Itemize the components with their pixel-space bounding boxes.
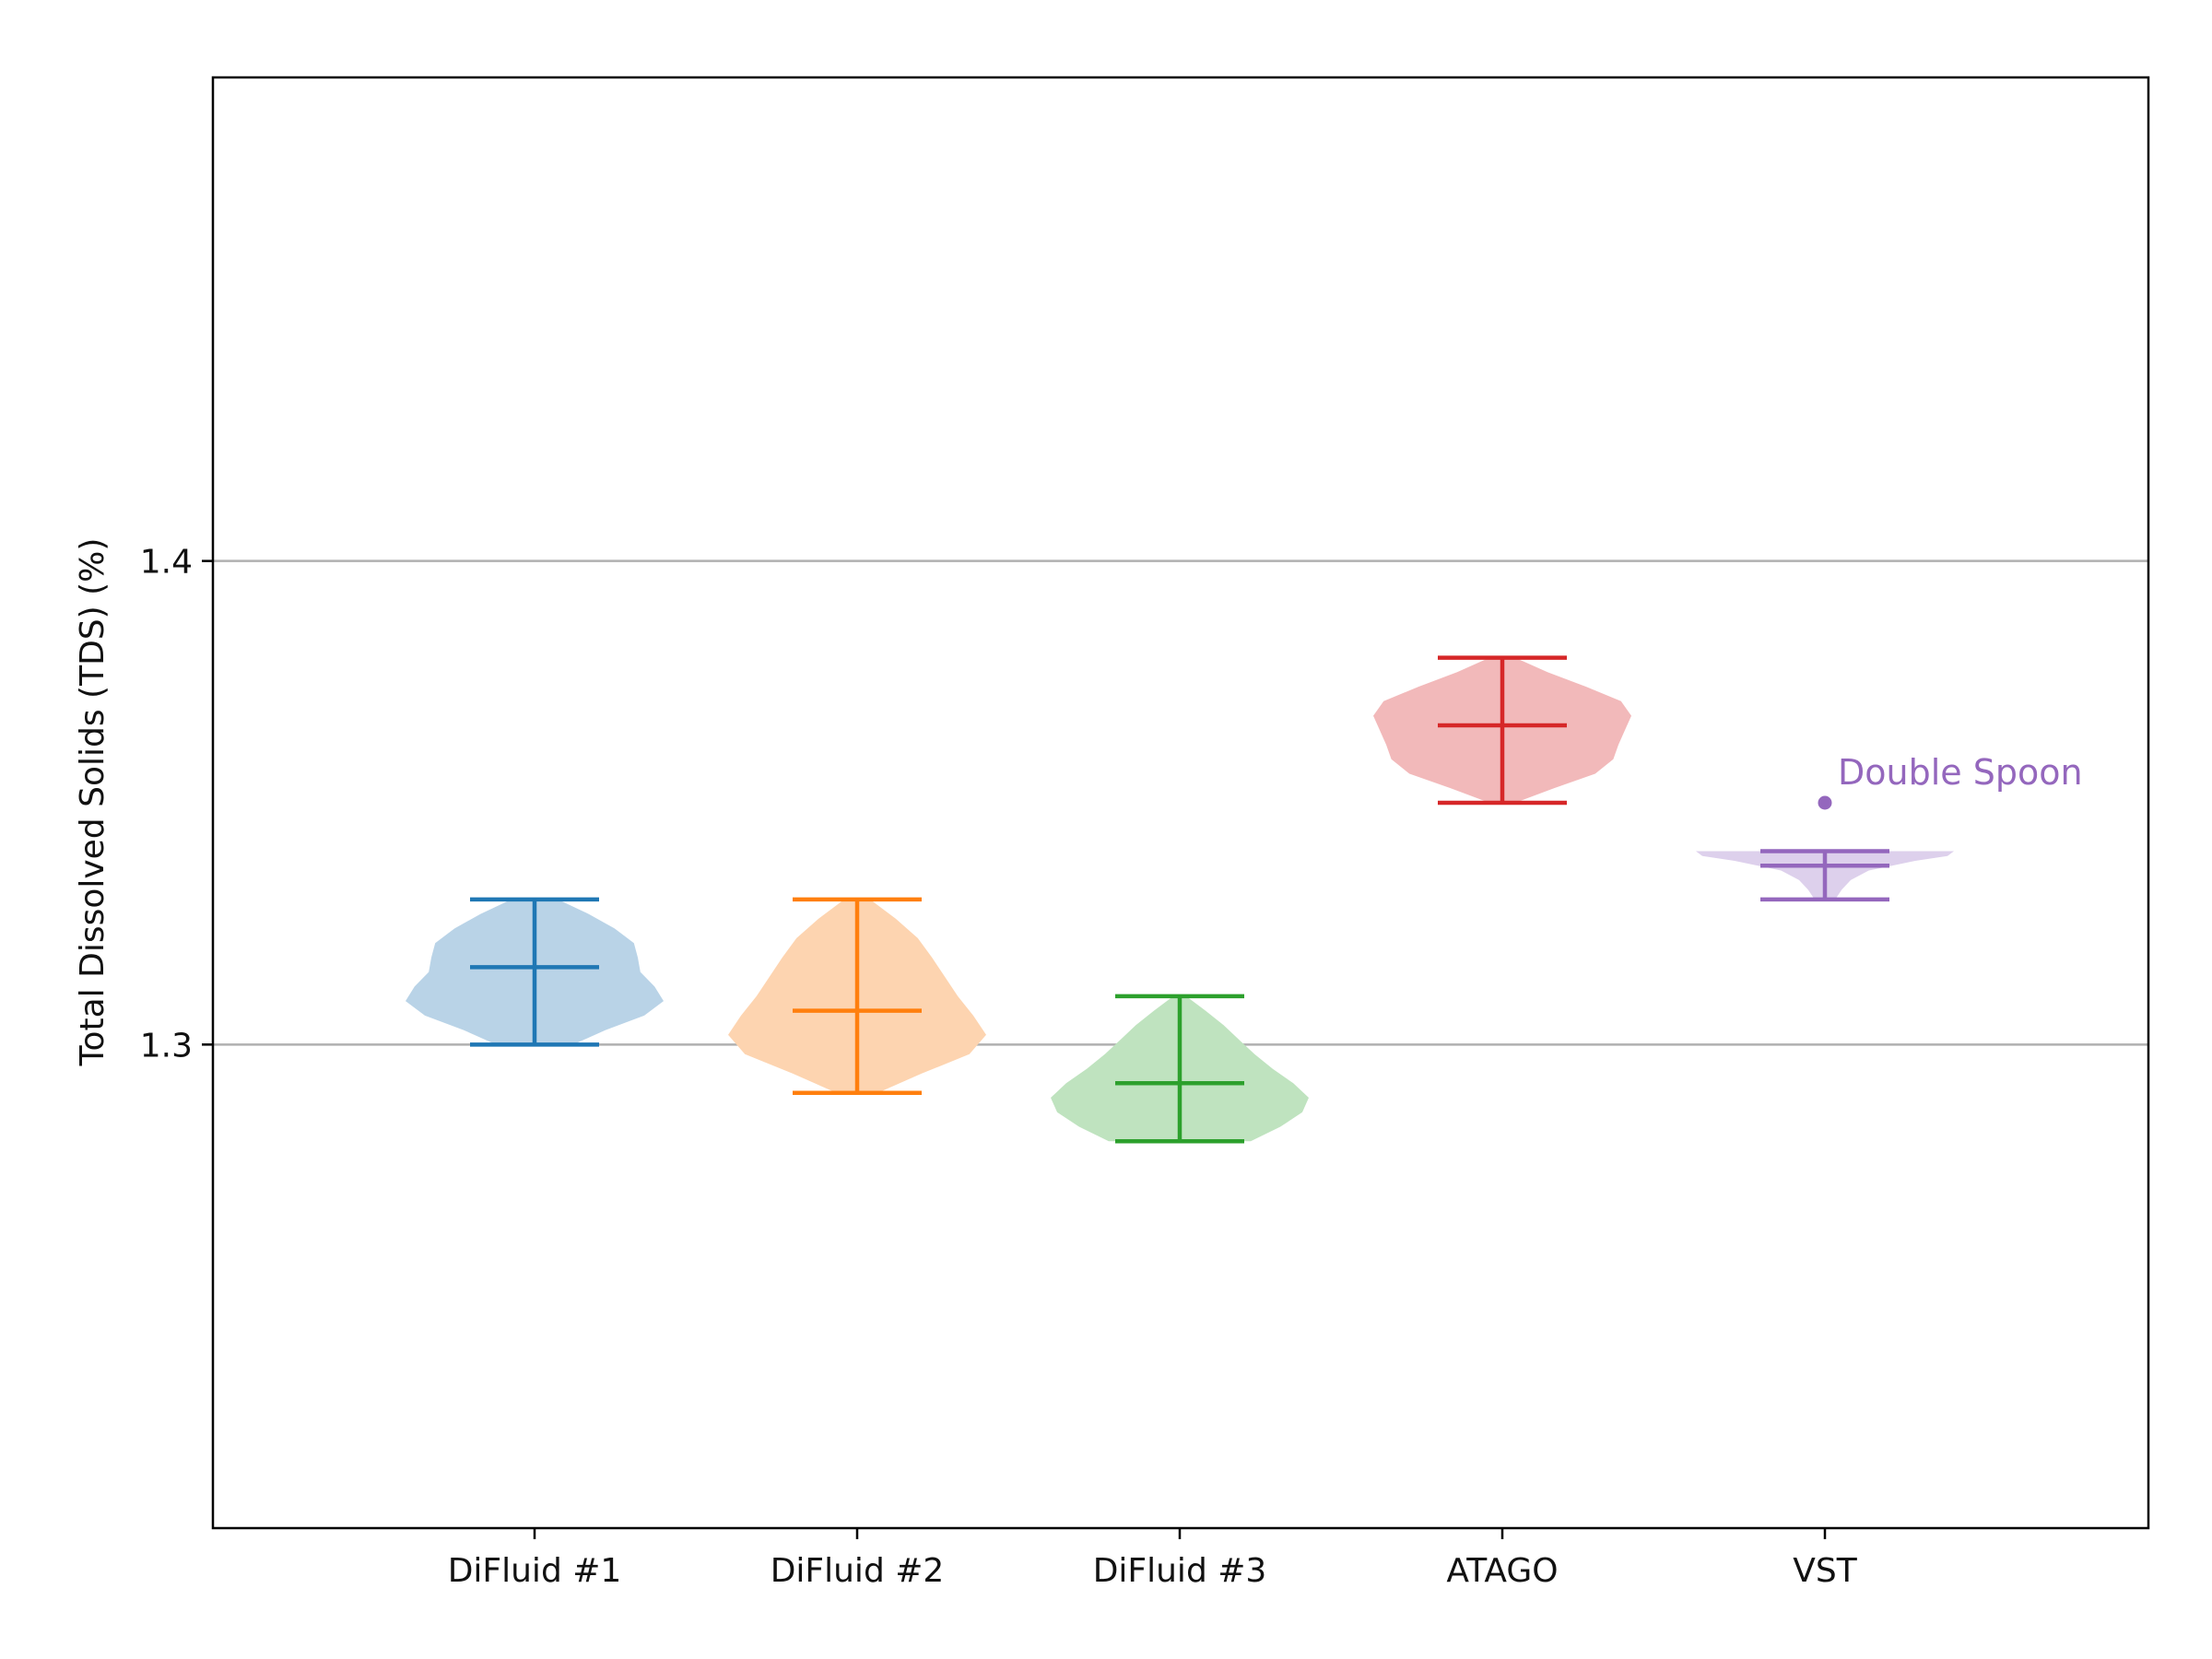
x-tick-label: ATAGO bbox=[1446, 1552, 1558, 1590]
x-tick-label: VST bbox=[1793, 1552, 1857, 1590]
violin-group bbox=[406, 897, 664, 1047]
violin-group bbox=[728, 897, 986, 1096]
y-axis-title: Total Dissolved Solids (TDS) (%) bbox=[74, 538, 112, 1067]
y-tick-label: 1.4 bbox=[140, 544, 193, 582]
violin-group bbox=[1373, 655, 1631, 806]
annotation-layer: Double Spoon bbox=[1818, 752, 2083, 810]
annotation-point bbox=[1818, 795, 1832, 810]
x-tick-label: DiFluid #1 bbox=[448, 1552, 622, 1590]
violin-layer bbox=[406, 655, 1954, 1144]
y-tick-label: 1.3 bbox=[140, 1027, 193, 1065]
plot-background bbox=[213, 77, 2148, 1528]
violin-group bbox=[1696, 849, 1954, 902]
tick-layer: 1.3 1.4 DiFluid #1 DiFluid #2 DiFluid #3 ATAG… bbox=[140, 544, 1858, 1590]
x-tick-label: DiFluid #3 bbox=[1093, 1552, 1267, 1590]
annotation-label: Double Spoon bbox=[1838, 752, 2083, 793]
violin-group bbox=[1051, 994, 1309, 1144]
x-tick-label: DiFluid #2 bbox=[771, 1552, 945, 1590]
